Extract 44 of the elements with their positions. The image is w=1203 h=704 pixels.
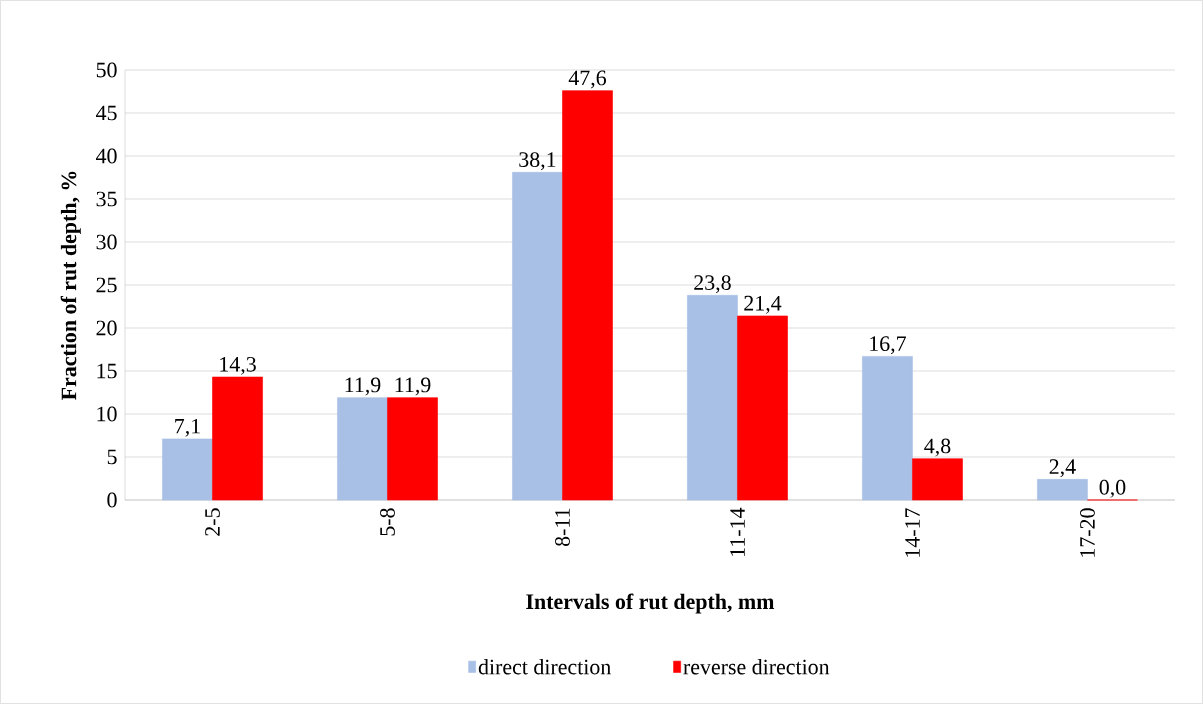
- y-tick-label: 0: [107, 492, 117, 508]
- y-tick-label: 30: [96, 234, 117, 250]
- data-label: 4,8: [924, 438, 951, 457]
- bar: [562, 90, 613, 501]
- data-label: 11,9: [345, 377, 381, 396]
- y-tick-label: 15: [97, 363, 117, 379]
- x-tick-label: 14-17: [905, 508, 920, 557]
- x-tick-label: 8-11: [555, 508, 570, 547]
- data-label: 11,9: [395, 377, 431, 396]
- x-tick-label: 2-5: [205, 508, 220, 536]
- data-label: 21,4: [744, 295, 782, 314]
- y-tick-label: 35: [96, 191, 117, 207]
- data-label: 2,4: [1049, 459, 1076, 478]
- legend-label: direct direction: [478, 658, 611, 675]
- x-tick-label: 17-20: [1080, 508, 1095, 557]
- data-label: 23,8: [694, 275, 731, 294]
- x-tick-label: 11-14: [730, 507, 745, 556]
- x-axis-title: Intervals of rut depth, mm: [526, 593, 775, 614]
- data-label: 7,1: [175, 418, 200, 437]
- bar: [212, 376, 263, 501]
- bar: [737, 315, 788, 501]
- data-label: 38,1: [519, 152, 556, 171]
- bar: [337, 397, 388, 501]
- bar: [862, 356, 913, 501]
- y-tick-label: 5: [107, 449, 117, 465]
- bar: [1037, 479, 1088, 501]
- y-tick-label: 20: [96, 320, 117, 336]
- bar: [387, 397, 438, 501]
- data-label: 14,3: [220, 356, 256, 375]
- y-tick-label: 45: [96, 105, 117, 121]
- bar: [512, 172, 563, 501]
- y-tick-label: 10: [97, 406, 117, 422]
- data-label: 0,0: [1099, 479, 1126, 498]
- y-tick-label: 40: [96, 148, 117, 164]
- legend-label: reverse direction: [683, 658, 830, 675]
- y-tick-label: 50: [96, 62, 117, 78]
- x-tick-label: 5-8: [380, 508, 395, 536]
- bar: [687, 295, 738, 501]
- data-label: 47,6: [568, 70, 607, 89]
- data-label: 16,7: [870, 336, 906, 355]
- bar: [912, 458, 963, 501]
- y-tick-label: 25: [96, 277, 117, 293]
- y-axis-title: Fraction of rut depth, %: [60, 171, 81, 400]
- bar: [162, 438, 213, 501]
